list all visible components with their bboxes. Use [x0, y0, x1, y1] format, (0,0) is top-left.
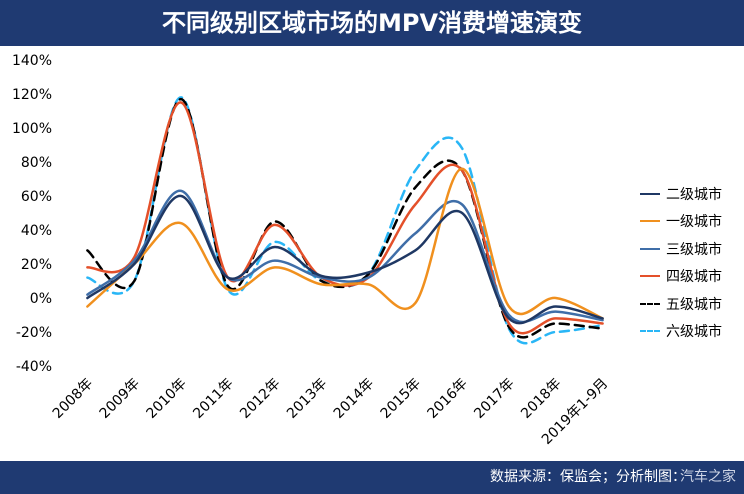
legend-label: 四级城市 — [666, 269, 722, 286]
y-tick-label: 120% — [12, 87, 52, 103]
x-tick-label: 2014年 — [331, 376, 377, 422]
legend-item: 五级城市 — [640, 290, 740, 318]
y-tick-label: 40% — [21, 223, 52, 239]
chart-title: 不同级别区域市场的MPV消费增速演变 — [161, 9, 583, 37]
x-tick-label: 2013年 — [284, 376, 330, 422]
source-note: 数据来源：保监会；分析制图： — [490, 469, 686, 485]
legend-label: 五级城市 — [666, 296, 722, 313]
x-tick-label: 2008年 — [50, 376, 96, 422]
legend-swatch — [640, 192, 660, 195]
y-tick-label: -20% — [16, 325, 52, 341]
x-tick-label: 2015年 — [378, 376, 424, 422]
legend-label: 二级城市 — [666, 186, 722, 203]
y-tick-label: 20% — [21, 257, 52, 273]
chart-legend: 二级城市 一级城市 三级城市 四级城市 五级城市 六级城市 — [640, 180, 740, 345]
y-tick-label: 140% — [12, 53, 52, 69]
x-tick-label: 2018年 — [518, 376, 564, 422]
title-bar — [0, 0, 744, 46]
legend-item: 一级城市 — [640, 208, 740, 236]
y-tick-label: -40% — [16, 359, 52, 375]
legend-item: 三级城市 — [640, 235, 740, 263]
y-tick-label: 100% — [12, 121, 52, 137]
legend-item: 六级城市 — [640, 318, 740, 346]
x-tick-label: 2012年 — [237, 376, 283, 422]
series-line — [86, 189, 604, 324]
x-tick-label: 2010年 — [143, 376, 189, 422]
legend-swatch — [640, 220, 660, 223]
series-line — [86, 194, 604, 325]
y-tick-label: 60% — [21, 189, 52, 205]
watermark: 汽车之家 — [680, 469, 736, 485]
legend-item: 四级城市 — [640, 263, 740, 291]
x-tick-label: 2017年 — [471, 376, 517, 422]
legend-swatch — [640, 330, 660, 333]
legend-swatch — [640, 275, 660, 278]
legend-item: 二级城市 — [640, 180, 740, 208]
legend-swatch — [640, 247, 660, 250]
series-line — [86, 101, 604, 335]
x-tick-label: 2016年 — [424, 376, 470, 422]
y-tick-label: 80% — [21, 155, 52, 171]
legend-label: 一级城市 — [666, 214, 722, 231]
series-line — [86, 167, 604, 320]
x-tick-label: 2011年 — [190, 376, 236, 422]
legend-label: 六级城市 — [666, 324, 722, 341]
y-tick-label: 0% — [30, 291, 52, 307]
footer-bar — [0, 461, 744, 494]
legend-swatch — [640, 302, 660, 305]
x-tick-label: 2009年 — [97, 376, 143, 422]
legend-label: 三级城市 — [666, 241, 722, 258]
